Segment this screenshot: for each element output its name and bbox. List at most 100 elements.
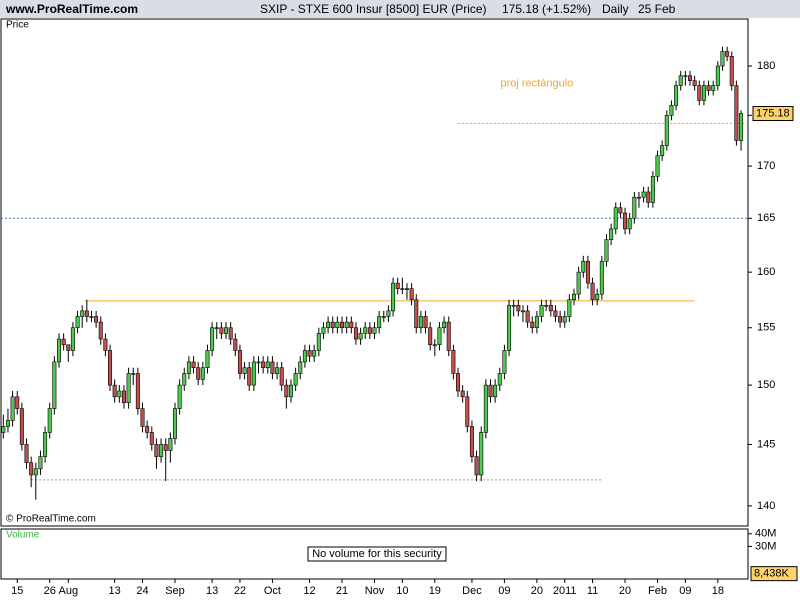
volume-label: Volume <box>6 530 40 541</box>
candle-body <box>595 293 600 301</box>
candle-body <box>465 396 470 427</box>
copyright: © ProRealTime.com <box>6 514 96 525</box>
candle-body <box>126 373 131 404</box>
candle-body <box>121 390 126 404</box>
x-tick-label: 2011 <box>553 585 577 597</box>
candle-body <box>609 228 614 240</box>
candle-body <box>10 396 15 421</box>
candle-body <box>330 321 335 329</box>
candle-body <box>428 327 433 346</box>
candle-body <box>683 75 688 78</box>
candle-body <box>145 426 150 433</box>
candle-body <box>432 344 437 347</box>
candle-body <box>33 468 38 476</box>
candle-body <box>711 85 716 91</box>
candle-body <box>720 51 725 67</box>
candle-body <box>655 155 660 177</box>
candle-body <box>312 350 317 357</box>
candle-body <box>511 304 516 307</box>
candle-body <box>256 361 261 364</box>
candle-body <box>502 350 507 374</box>
candle-body <box>112 384 117 398</box>
candle-body <box>739 113 744 141</box>
candle-body <box>340 321 345 329</box>
candle-body <box>261 361 266 369</box>
candle-body <box>664 115 669 146</box>
candle-body <box>117 390 122 398</box>
candle-body <box>669 105 674 116</box>
period: Daily <box>602 2 629 16</box>
candle-body <box>493 384 498 398</box>
candle-body <box>279 367 284 386</box>
site-name: www.ProRealTime.com <box>5 2 138 16</box>
price-change: 175.18 (+1.52%) <box>502 2 591 16</box>
candle-body <box>326 321 331 329</box>
candle-body <box>75 316 80 329</box>
candle-body <box>520 310 525 313</box>
x-tick-label: 09 <box>498 585 510 597</box>
candle-body <box>544 304 549 307</box>
y-tick-label: 145 <box>757 438 775 450</box>
candle-body <box>599 260 604 295</box>
candle-body <box>284 384 289 398</box>
message-box <box>307 546 447 562</box>
candle-body <box>52 361 57 409</box>
candle-body <box>590 282 595 301</box>
candle-body <box>474 456 479 476</box>
candle-body <box>56 338 61 363</box>
candle-body <box>623 212 628 230</box>
x-tick-label: 20 <box>531 585 543 597</box>
y-tick-label: 170 <box>757 160 775 172</box>
candle-body <box>205 350 210 369</box>
candle-body <box>562 316 567 323</box>
x-tick-label: Aug <box>58 585 78 597</box>
volume-y-tick-label: 30M <box>755 540 776 552</box>
candle-body <box>131 373 136 375</box>
y-tick-label: 155 <box>757 322 775 334</box>
candle-body <box>316 333 321 351</box>
candle-body <box>576 271 581 295</box>
candle-body <box>646 191 651 203</box>
candle-body <box>200 367 205 380</box>
candle-body <box>177 384 182 409</box>
header-bar <box>0 0 800 18</box>
candle-body <box>19 408 24 445</box>
volume-message: No volume for this security <box>312 548 442 560</box>
candle-body <box>734 85 739 141</box>
candle-body <box>210 327 215 351</box>
candle-body <box>409 288 414 301</box>
candle-body <box>483 384 488 433</box>
x-tick-label: Feb <box>648 585 667 597</box>
candle-body <box>479 432 484 476</box>
candle-body <box>423 316 428 329</box>
volume-y-tick-label: 40M <box>755 528 776 540</box>
candle-body <box>567 299 572 317</box>
candle-body <box>135 373 140 409</box>
candle-body <box>581 260 586 273</box>
candle-body <box>674 85 679 106</box>
x-tick-label: 18 <box>712 585 724 597</box>
candle-body <box>678 75 683 86</box>
candle-body <box>247 367 252 386</box>
candle-body <box>168 438 173 451</box>
candle-body <box>349 321 354 329</box>
x-tick-label: 21 <box>336 585 348 597</box>
chart-title: SXIP - STXE 600 Insur [8500] EUR (Price) <box>260 2 487 16</box>
candle-body <box>228 327 233 340</box>
candle-body <box>288 384 293 398</box>
date: 25 Feb <box>638 2 676 16</box>
panel-label: Price <box>6 20 29 31</box>
candle-body <box>372 327 377 334</box>
candle-body <box>24 444 29 463</box>
candle-body <box>66 344 71 351</box>
volume-last-box <box>750 566 798 582</box>
x-tick-label: 15 <box>11 585 23 597</box>
candle-body <box>224 327 229 334</box>
candle-body <box>604 239 609 262</box>
y-tick-label: 160 <box>757 266 775 278</box>
candle-body <box>1 426 6 433</box>
candle-body <box>688 75 693 81</box>
candle-body <box>172 408 177 439</box>
candle-body <box>149 432 154 445</box>
candle-body <box>98 321 103 340</box>
